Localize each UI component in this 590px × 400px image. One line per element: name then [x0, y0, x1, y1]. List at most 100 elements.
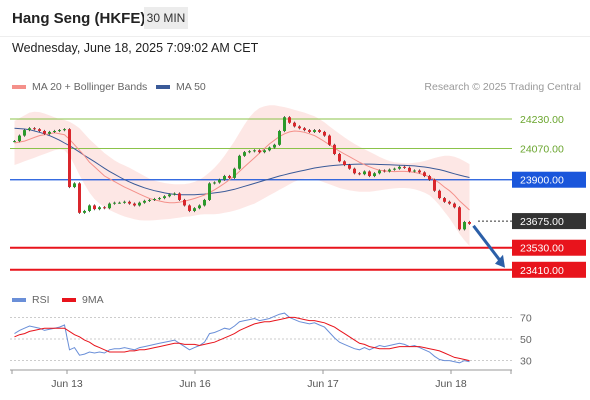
candle-body	[378, 170, 381, 174]
candle-body	[183, 199, 186, 206]
level-label: 23675.00	[520, 216, 564, 228]
candle-body	[443, 198, 446, 202]
candle-body	[83, 210, 86, 213]
candle-body	[308, 130, 311, 132]
candle-body	[23, 130, 26, 136]
datetime-label: Wednesday, June 18, 2025 7:09:02 AM CET	[12, 41, 259, 55]
candle-body	[318, 130, 321, 132]
candle-body	[253, 150, 256, 152]
candle-body	[463, 221, 466, 230]
candle-body	[53, 131, 56, 133]
candle-body	[323, 131, 326, 136]
candle-body	[363, 171, 366, 175]
candle-body	[18, 135, 21, 142]
candle-body	[293, 122, 296, 127]
candle-body	[428, 176, 431, 180]
candle-body	[158, 198, 161, 200]
candle-body	[168, 194, 171, 197]
candle-body	[383, 170, 386, 172]
candle-body	[288, 117, 291, 123]
candle-body	[298, 126, 301, 129]
candle-body	[313, 130, 316, 132]
bollinger-band	[14, 105, 470, 246]
header-divider	[0, 36, 590, 37]
level-tag	[512, 213, 586, 230]
candle-body	[73, 183, 76, 188]
x-tick-label: Jun 17	[307, 378, 339, 390]
candle-body	[418, 170, 421, 173]
candle-body	[343, 161, 346, 166]
candle-body	[48, 131, 51, 134]
level-label: 24070.00	[520, 143, 564, 155]
candle-body	[203, 199, 206, 206]
candle-body	[118, 202, 121, 204]
rsi-tick-label: 30	[520, 356, 532, 368]
candle-body	[68, 129, 71, 188]
candle-body	[423, 172, 426, 177]
candle-body	[128, 201, 131, 204]
candle-body	[163, 196, 166, 199]
level-label: 23900.00	[520, 175, 564, 187]
candle-body	[223, 176, 226, 180]
candle-body	[373, 173, 376, 177]
rsi-tick-label: 50	[520, 334, 532, 346]
candle-body	[408, 167, 411, 172]
candle-body	[178, 193, 181, 200]
candle-body	[353, 168, 356, 174]
candle-body	[28, 128, 31, 131]
candle-body	[148, 199, 151, 201]
legend-ma9: 9MA	[62, 294, 104, 306]
interval-button[interactable]: 30 MIN	[144, 7, 188, 29]
ma50-swatch	[156, 85, 170, 89]
legend-rsi: RSI	[12, 294, 50, 306]
ma20-swatch	[12, 85, 26, 89]
candle-body	[328, 135, 331, 145]
rsi-tick-label: 70	[520, 312, 532, 324]
rsi-swatch	[12, 298, 26, 302]
level-label: 23530.00	[520, 243, 564, 255]
candle-body	[243, 152, 246, 156]
candle-body	[448, 201, 451, 204]
candle-body	[218, 179, 221, 183]
level-label: 24230.00	[520, 114, 564, 126]
x-tick-label: Jun 16	[179, 378, 211, 390]
candle-body	[398, 166, 401, 169]
candle-body	[303, 128, 306, 131]
candle-body	[153, 199, 156, 201]
candle-body	[88, 205, 91, 211]
candle-body	[393, 168, 396, 170]
candle-body	[433, 179, 436, 191]
instrument-title: Hang Seng (HKFE)	[12, 10, 146, 27]
candle-body	[133, 203, 136, 206]
candle-body	[438, 190, 441, 199]
candle-body	[268, 147, 271, 151]
candle-body	[263, 150, 266, 153]
x-tick-label: Jun 18	[435, 378, 467, 390]
candle-body	[238, 155, 241, 169]
candle-body	[338, 153, 341, 162]
candle-body	[193, 208, 196, 211]
candle-body	[138, 202, 141, 206]
legend-ma20: MA 20 + Bollinger Bands	[12, 81, 147, 93]
candle-body	[98, 207, 101, 210]
level-label: 23410.00	[520, 265, 564, 277]
copyright-text: Research © 2025 Trading Central	[424, 81, 581, 93]
candle-body	[208, 183, 211, 200]
ma50-line	[14, 127, 470, 196]
candle-body	[198, 205, 201, 209]
candle-body	[108, 203, 111, 209]
legend-ma9-label: 9MA	[82, 294, 104, 306]
candle-body	[213, 182, 216, 184]
ma9-swatch	[62, 298, 76, 302]
candle-body	[33, 128, 36, 130]
legend-rsi-label: RSI	[32, 294, 50, 306]
legend-ma20-label: MA 20 + Bollinger Bands	[32, 81, 148, 93]
rsi-line	[14, 312, 470, 364]
candle-body	[38, 129, 41, 132]
candle-body	[63, 129, 66, 131]
candle-body	[93, 205, 96, 210]
candle-body	[143, 200, 146, 203]
rsi-ma9-line	[14, 316, 470, 362]
forecast-arrow-shaft	[472, 224, 503, 263]
